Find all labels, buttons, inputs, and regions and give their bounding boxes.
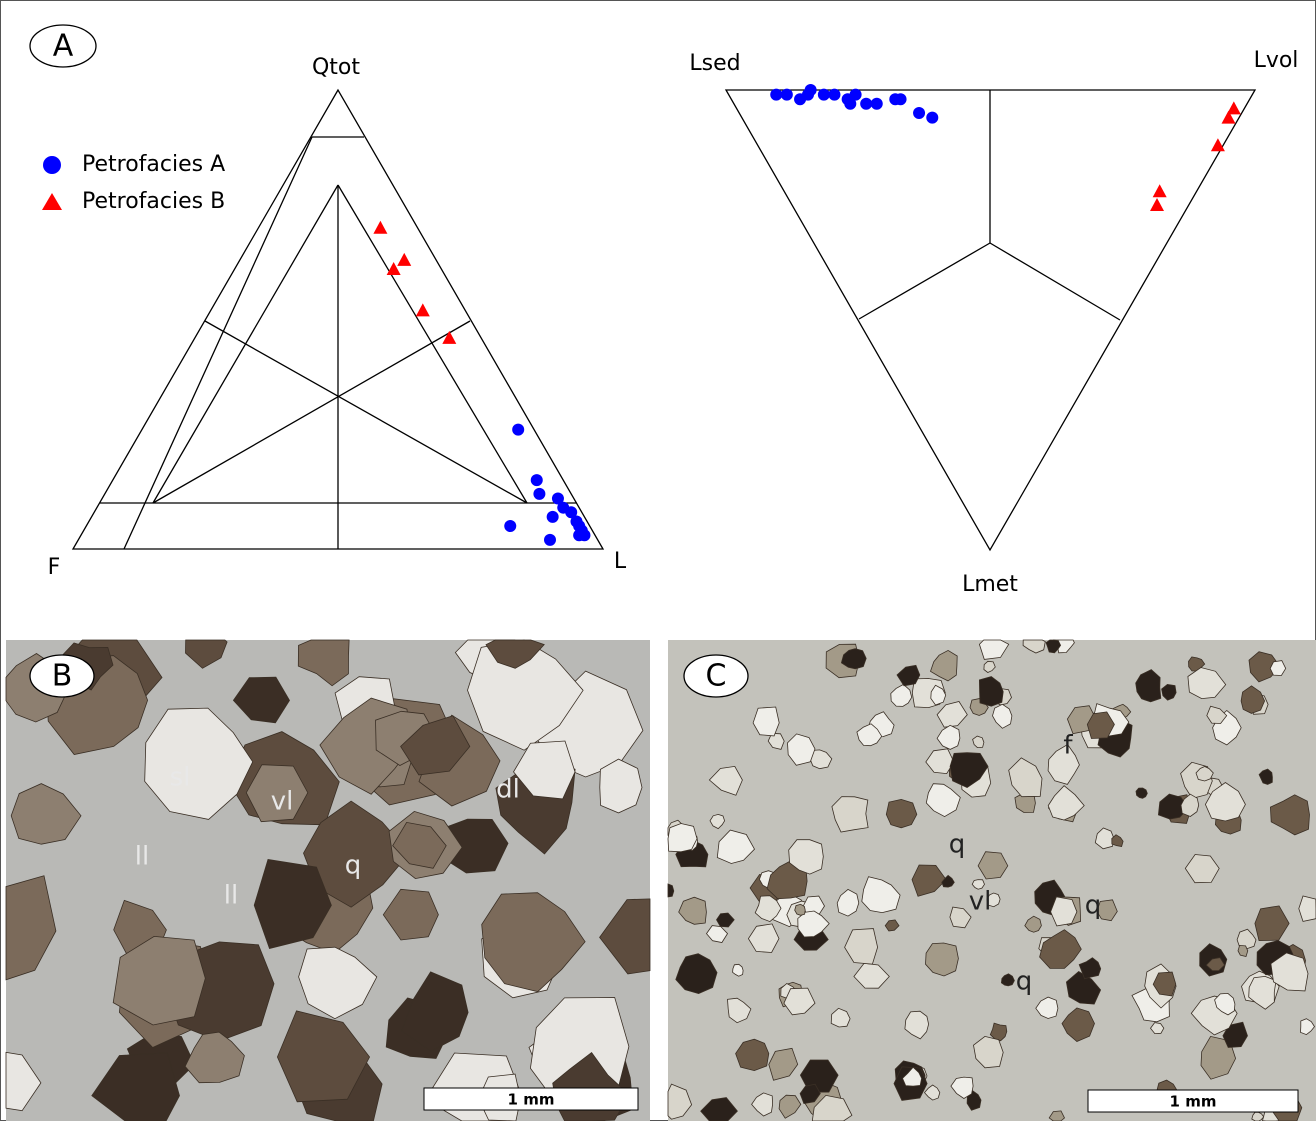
grain-label: dl <box>496 775 520 805</box>
photo-c <box>668 640 1316 1121</box>
legend-label: Petrofacies B <box>82 189 225 214</box>
grain <box>1299 896 1316 921</box>
grain <box>600 759 642 813</box>
panel-label: A <box>53 29 74 64</box>
vertex-label: L <box>614 549 627 574</box>
grain-label: vl <box>271 787 294 817</box>
vertex-label: Lsed <box>689 51 740 76</box>
grain <box>795 904 806 915</box>
figure: Qtot F L A Petrofacies A Petrofacies B Lsed Lvo… <box>0 0 1316 1121</box>
scale-bar-label: 1 mm <box>508 1091 555 1109</box>
data-point <box>531 474 543 486</box>
data-point <box>504 520 516 532</box>
data-point <box>576 525 588 537</box>
grain <box>668 824 697 852</box>
data-point <box>913 107 925 119</box>
data-point <box>895 93 907 105</box>
data-point <box>544 534 556 546</box>
vertex-label: Qtot <box>312 55 360 80</box>
data-point <box>926 112 938 124</box>
data-point <box>512 424 524 436</box>
legend-label: Petrofacies A <box>82 152 225 177</box>
data-point <box>770 89 782 101</box>
legend-marker <box>43 156 61 174</box>
grain-label: q <box>949 830 966 860</box>
data-point <box>871 98 883 110</box>
grain <box>886 799 917 827</box>
grain-label: ll <box>135 842 149 872</box>
vertex-label: Lmet <box>962 572 1018 597</box>
scale-bar-label: 1 mm <box>1170 1093 1217 1111</box>
grain-label: q <box>345 851 362 881</box>
vertex-label: F <box>48 555 61 580</box>
panel-label: B <box>52 659 73 694</box>
data-point <box>781 89 793 101</box>
grain-label: q <box>1085 891 1102 921</box>
data-point <box>547 511 559 523</box>
data-point <box>860 98 872 110</box>
data-point <box>805 84 817 96</box>
grain-label: vl <box>969 887 992 917</box>
grain-label: ll <box>224 881 238 911</box>
data-point <box>828 89 840 101</box>
data-point <box>818 89 830 101</box>
vertex-label: Lvol <box>1254 48 1299 73</box>
photo-b <box>6 640 650 1121</box>
grain-label: f <box>1063 731 1073 761</box>
grain-label: sl <box>170 763 191 793</box>
data-point <box>533 488 545 500</box>
panel-label: C <box>706 659 727 694</box>
grain-label: q <box>1016 967 1033 997</box>
data-point <box>844 98 856 110</box>
